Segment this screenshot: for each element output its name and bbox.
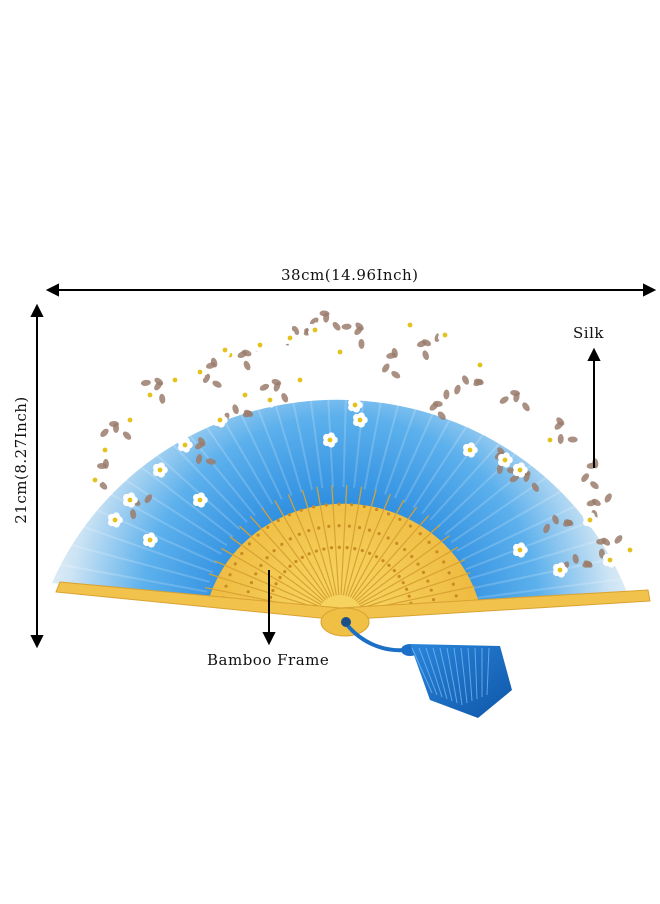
bamboo-frame-label: Bamboo Frame bbox=[207, 651, 330, 669]
height-label: 21cm(8.27Inch) bbox=[12, 396, 30, 524]
width-label: 38cm(14.96Inch) bbox=[281, 266, 419, 284]
silk-callout-arrow bbox=[587, 347, 601, 468]
tassel bbox=[346, 624, 512, 718]
height-dimension-arrow bbox=[30, 303, 44, 649]
width-dimension-arrow bbox=[45, 283, 657, 297]
bamboo-frame bbox=[55, 485, 651, 637]
silk-label: Silk bbox=[573, 324, 604, 342]
bamboo-callout-arrow bbox=[262, 570, 276, 646]
